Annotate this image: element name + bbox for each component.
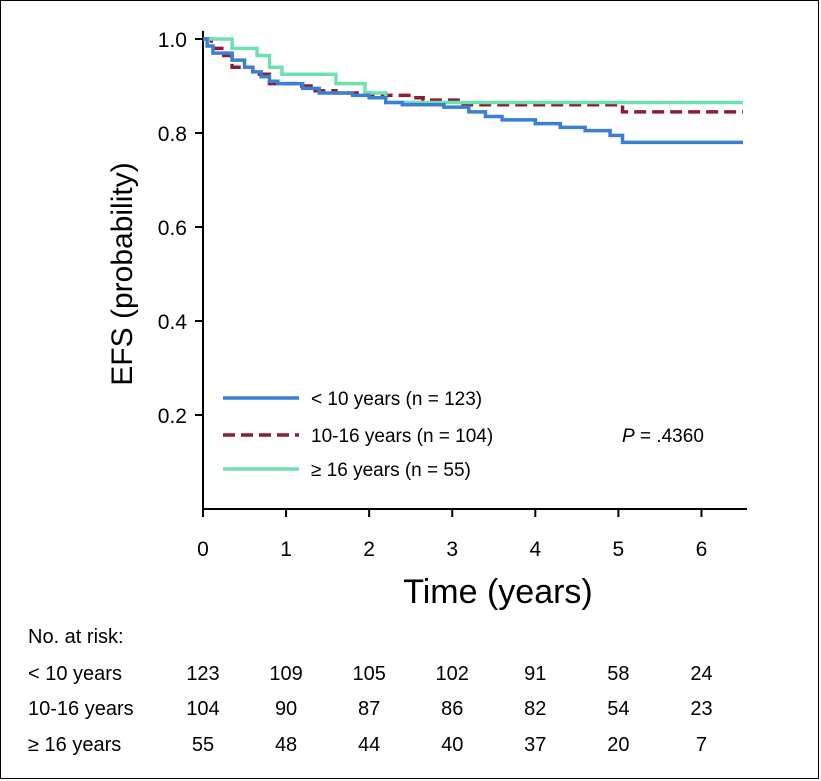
p-value-label: P bbox=[622, 426, 635, 447]
risk-cell: 54 bbox=[607, 698, 629, 720]
x-tick-label: 6 bbox=[696, 538, 708, 561]
risk-cell: 87 bbox=[358, 698, 380, 720]
risk-cell: 91 bbox=[524, 663, 546, 685]
risk-cell: 109 bbox=[269, 663, 302, 685]
axes: 0.2 0.4 0.6 0.8 1.0 0 1 2 3 4 5 6 bbox=[158, 29, 747, 561]
risk-cell: 86 bbox=[441, 698, 463, 720]
y-tick-label: 0.4 bbox=[158, 311, 188, 334]
x-tick-label: 3 bbox=[446, 538, 458, 561]
x-axis-label: Time (years) bbox=[403, 573, 593, 611]
legend-label-series-0: < 10 years (n = 123) bbox=[311, 389, 482, 410]
y-tick-label: 1.0 bbox=[158, 29, 187, 52]
risk-cell: 24 bbox=[690, 663, 712, 685]
x-tick-label: 4 bbox=[529, 538, 541, 561]
risk-cell: 58 bbox=[607, 663, 629, 685]
risk-cell: 7 bbox=[696, 734, 707, 756]
survival-curve-series-2 bbox=[203, 37, 743, 105]
risk-cell: 20 bbox=[607, 734, 629, 756]
risk-cell: 48 bbox=[275, 734, 297, 756]
p-value-annotation: P = .4360 bbox=[622, 426, 704, 447]
risk-cell: 105 bbox=[352, 663, 385, 685]
risk-table-title: No. at risk: bbox=[28, 626, 124, 648]
x-tick-label: 0 bbox=[197, 538, 209, 561]
number-at-risk-table: No. at risk: < 10 years 123 109 105 102 91 58 2… bbox=[28, 626, 713, 756]
legend-label-series-2: ≥ 16 years (n = 55) bbox=[311, 460, 471, 481]
y-axis-label: EFS (probability) bbox=[106, 162, 139, 385]
risk-cell: 90 bbox=[275, 698, 297, 720]
survival-curves bbox=[203, 37, 743, 145]
risk-cell: 123 bbox=[186, 663, 219, 685]
risk-cell: 37 bbox=[524, 734, 546, 756]
risk-cell: 44 bbox=[358, 734, 380, 756]
legend: < 10 years (n = 123) 10-16 years (n = 104… bbox=[223, 389, 493, 481]
y-tick-label: 0.6 bbox=[158, 217, 187, 240]
risk-cell: 82 bbox=[524, 698, 546, 720]
risk-row-label: 10-16 years bbox=[28, 698, 134, 720]
survival-curve-series-1 bbox=[203, 37, 743, 114]
legend-label-series-1: 10-16 years (n = 104) bbox=[311, 426, 493, 447]
risk-cell: 102 bbox=[436, 663, 469, 685]
risk-row-label: ≥ 16 years bbox=[28, 734, 121, 756]
x-tick-label: 1 bbox=[280, 538, 292, 561]
risk-cell: 104 bbox=[186, 698, 219, 720]
x-tick-label: 2 bbox=[363, 538, 375, 561]
y-tick-label: 0.2 bbox=[158, 405, 187, 428]
y-tick-label: 0.8 bbox=[158, 123, 187, 146]
x-tick-label: 5 bbox=[613, 538, 625, 561]
p-value-text: = .4360 bbox=[635, 426, 704, 447]
risk-cell: 55 bbox=[192, 734, 214, 756]
risk-cell: 40 bbox=[441, 734, 463, 756]
survival-curve-series-0 bbox=[203, 37, 743, 145]
risk-cell: 23 bbox=[690, 698, 712, 720]
risk-row-label: < 10 years bbox=[28, 663, 122, 685]
